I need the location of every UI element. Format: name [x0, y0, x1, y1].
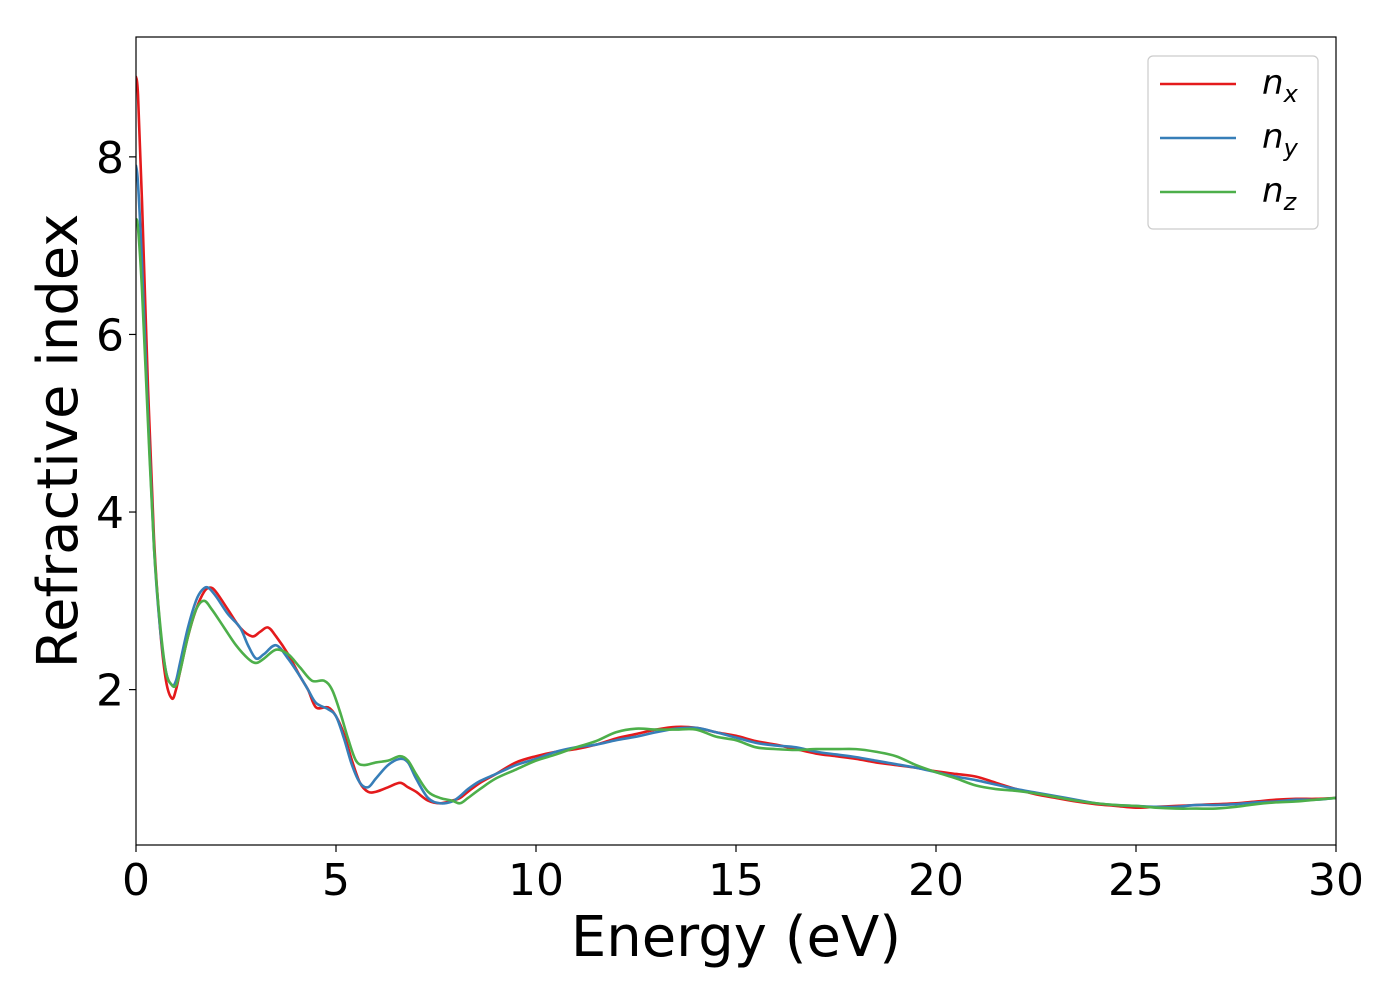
y-tick-label: 4: [96, 488, 124, 539]
x-axis-ticks: 0 5 10 15 20 25 30: [122, 845, 1364, 906]
y-axis-label: Refractive index: [26, 214, 91, 669]
y-tick-label: 8: [96, 133, 124, 184]
legend-frame: [1147, 55, 1319, 230]
series-line-n-z: [136, 217, 1336, 811]
series-layer: [136, 75, 1336, 811]
x-tick-label: 0: [122, 855, 150, 906]
x-tick-label: 25: [1108, 855, 1164, 906]
x-tick-label: 15: [708, 855, 764, 906]
y-tick-label: 6: [96, 310, 124, 361]
y-tick-label: 2: [96, 666, 124, 717]
y-axis-ticks: 2 4 6 8: [96, 133, 136, 717]
legend: nx ny nz: [1147, 55, 1319, 230]
x-axis-label: Energy (eV): [571, 905, 901, 970]
x-tick-label: 10: [508, 855, 564, 906]
x-tick-label: 20: [908, 855, 964, 906]
x-tick-label: 5: [322, 855, 350, 906]
legend-label-z: nz: [1262, 171, 1298, 216]
x-tick-label: 30: [1308, 855, 1364, 906]
legend-label-y: ny: [1262, 117, 1299, 162]
legend-label-x: nx: [1262, 63, 1299, 108]
